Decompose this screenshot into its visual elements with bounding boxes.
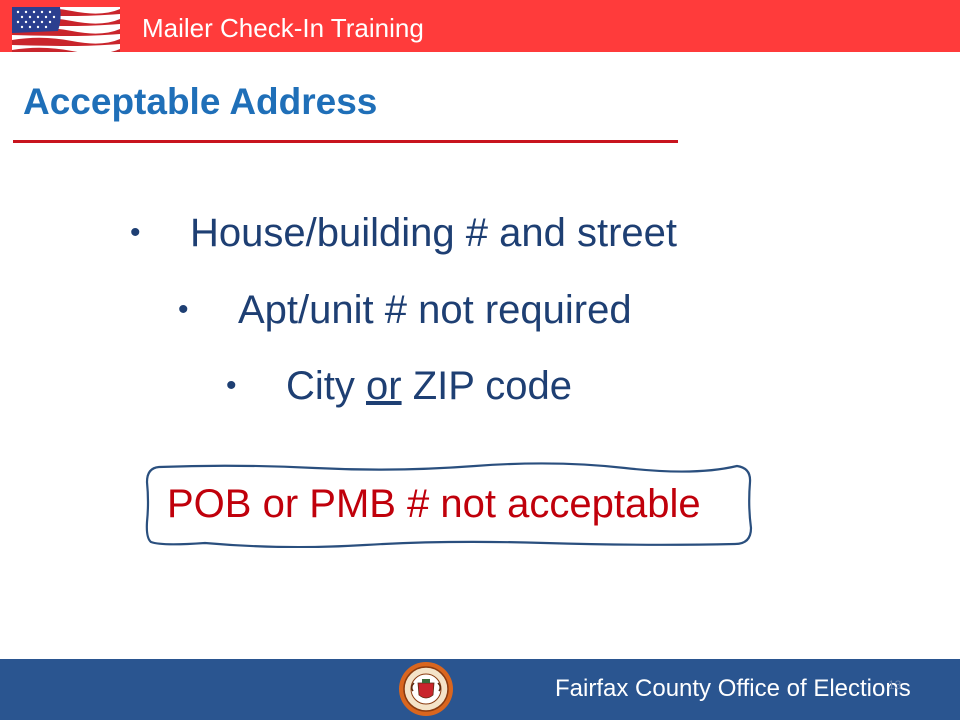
county-seal-icon	[398, 661, 454, 717]
header-bar: Mailer Check-In Training	[0, 0, 960, 52]
callout-text: POB or PMB # not acceptable	[167, 482, 701, 526]
bullet-marker: •	[226, 369, 237, 402]
page-number: 13	[888, 678, 902, 692]
footer-bar	[0, 659, 960, 720]
bullet-text: House/building # and street	[190, 211, 677, 255]
bullet-marker: •	[178, 293, 189, 326]
header-title: Mailer Check-In Training	[142, 13, 424, 43]
us-flag-icon	[12, 7, 120, 52]
bullet-text: City or ZIP code	[286, 362, 572, 410]
callout-box	[145, 462, 753, 549]
bullet-text-before: City	[286, 364, 366, 408]
organization-name: Fairfax County Office of Elections	[555, 675, 911, 702]
bullet-marker: •	[130, 216, 141, 249]
bullet-text: Apt/unit # not required	[238, 288, 632, 332]
bullet-text-after: ZIP code	[401, 364, 573, 408]
slide-title: Acceptable Address	[23, 81, 378, 122]
bullet-text-emphasis: or	[366, 364, 402, 408]
title-underline	[13, 140, 678, 143]
